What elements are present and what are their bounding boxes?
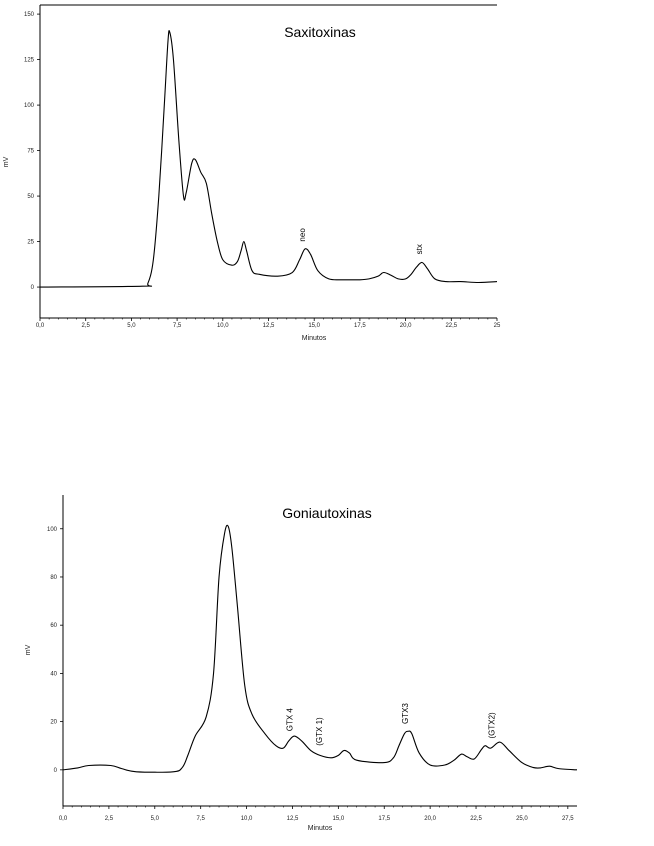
peak-label: GTX3: [401, 703, 410, 724]
x-tick-label: 12,5: [287, 816, 299, 822]
x-tick-label: 20,0: [424, 816, 436, 822]
x-tick-label: 7,5: [173, 323, 182, 329]
x-tick-label: 10,0: [241, 816, 253, 822]
x-axis-label: Minutos: [302, 335, 327, 342]
peak-label: stx: [415, 244, 424, 254]
y-tick-label: 150: [24, 12, 35, 18]
y-tick-label: 80: [50, 575, 57, 581]
x-tick-label: 17,5: [378, 816, 390, 822]
y-tick-label: 100: [24, 103, 35, 109]
x-tick-label: 7,5: [197, 816, 206, 822]
chart-title: Saxitoxinas: [284, 24, 356, 40]
peak-label: (GTX2): [487, 712, 496, 739]
x-tick-label: 12,5: [263, 323, 275, 329]
peak-label: (GTX 1): [315, 717, 324, 746]
y-tick-label: 100: [47, 527, 58, 533]
x-tick-label: 5,0: [151, 816, 160, 822]
x-tick-label: 17,5: [354, 323, 366, 329]
x-axis-label: Minutos: [308, 825, 333, 832]
y-tick-label: 0: [31, 285, 35, 291]
y-axis-label: mV: [3, 156, 10, 167]
x-tick-label: 15,0: [308, 323, 320, 329]
peak-label: GTX 4: [285, 708, 294, 732]
y-tick-label: 40: [50, 671, 57, 677]
y-tick-label: 0: [54, 768, 58, 774]
y-tick-label: 125: [24, 58, 35, 64]
x-tick-label: 25,0: [516, 816, 528, 822]
x-tick-label: 22,5: [470, 816, 482, 822]
peak-label: neo: [298, 228, 307, 242]
y-axis-label: mV: [25, 644, 32, 655]
x-tick-label: 27,5: [562, 816, 574, 822]
x-tick-label: 0,0: [36, 323, 45, 329]
goniautoxinas-chart: 0,0 2,5 5,0 7,5 10,0 12,5 15,0 17,5 20,0 22,5 25,0…: [25, 495, 578, 832]
x-tick-label: 2,5: [82, 323, 91, 329]
x-tick-label: 22,5: [445, 323, 457, 329]
y-tick-label: 60: [50, 623, 57, 629]
y-tick-label: 25: [27, 240, 34, 246]
x-tick-label: 20,0: [400, 323, 412, 329]
x-tick-label: 2,5: [105, 816, 114, 822]
chromatogram-trace: [62, 524, 578, 773]
chromatogram-trace: [39, 30, 498, 288]
x-tick-label: 15,0: [333, 816, 345, 822]
x-tick-label: 25: [494, 323, 501, 329]
y-tick-label: 20: [50, 720, 57, 726]
saxitoxinas-chart: 0,0 2,5 5,0 7,5 10,0 12,5 15,0 17,5 20,0 22,5 25 0 2…: [3, 4, 501, 342]
y-tick-label: 50: [27, 194, 34, 200]
y-tick-label: 75: [27, 149, 34, 155]
x-tick-label: 10,0: [217, 323, 229, 329]
x-tick-label: 5,0: [127, 323, 136, 329]
x-tick-label: 0,0: [59, 816, 68, 822]
chart-title: Goniautoxinas: [282, 505, 372, 521]
